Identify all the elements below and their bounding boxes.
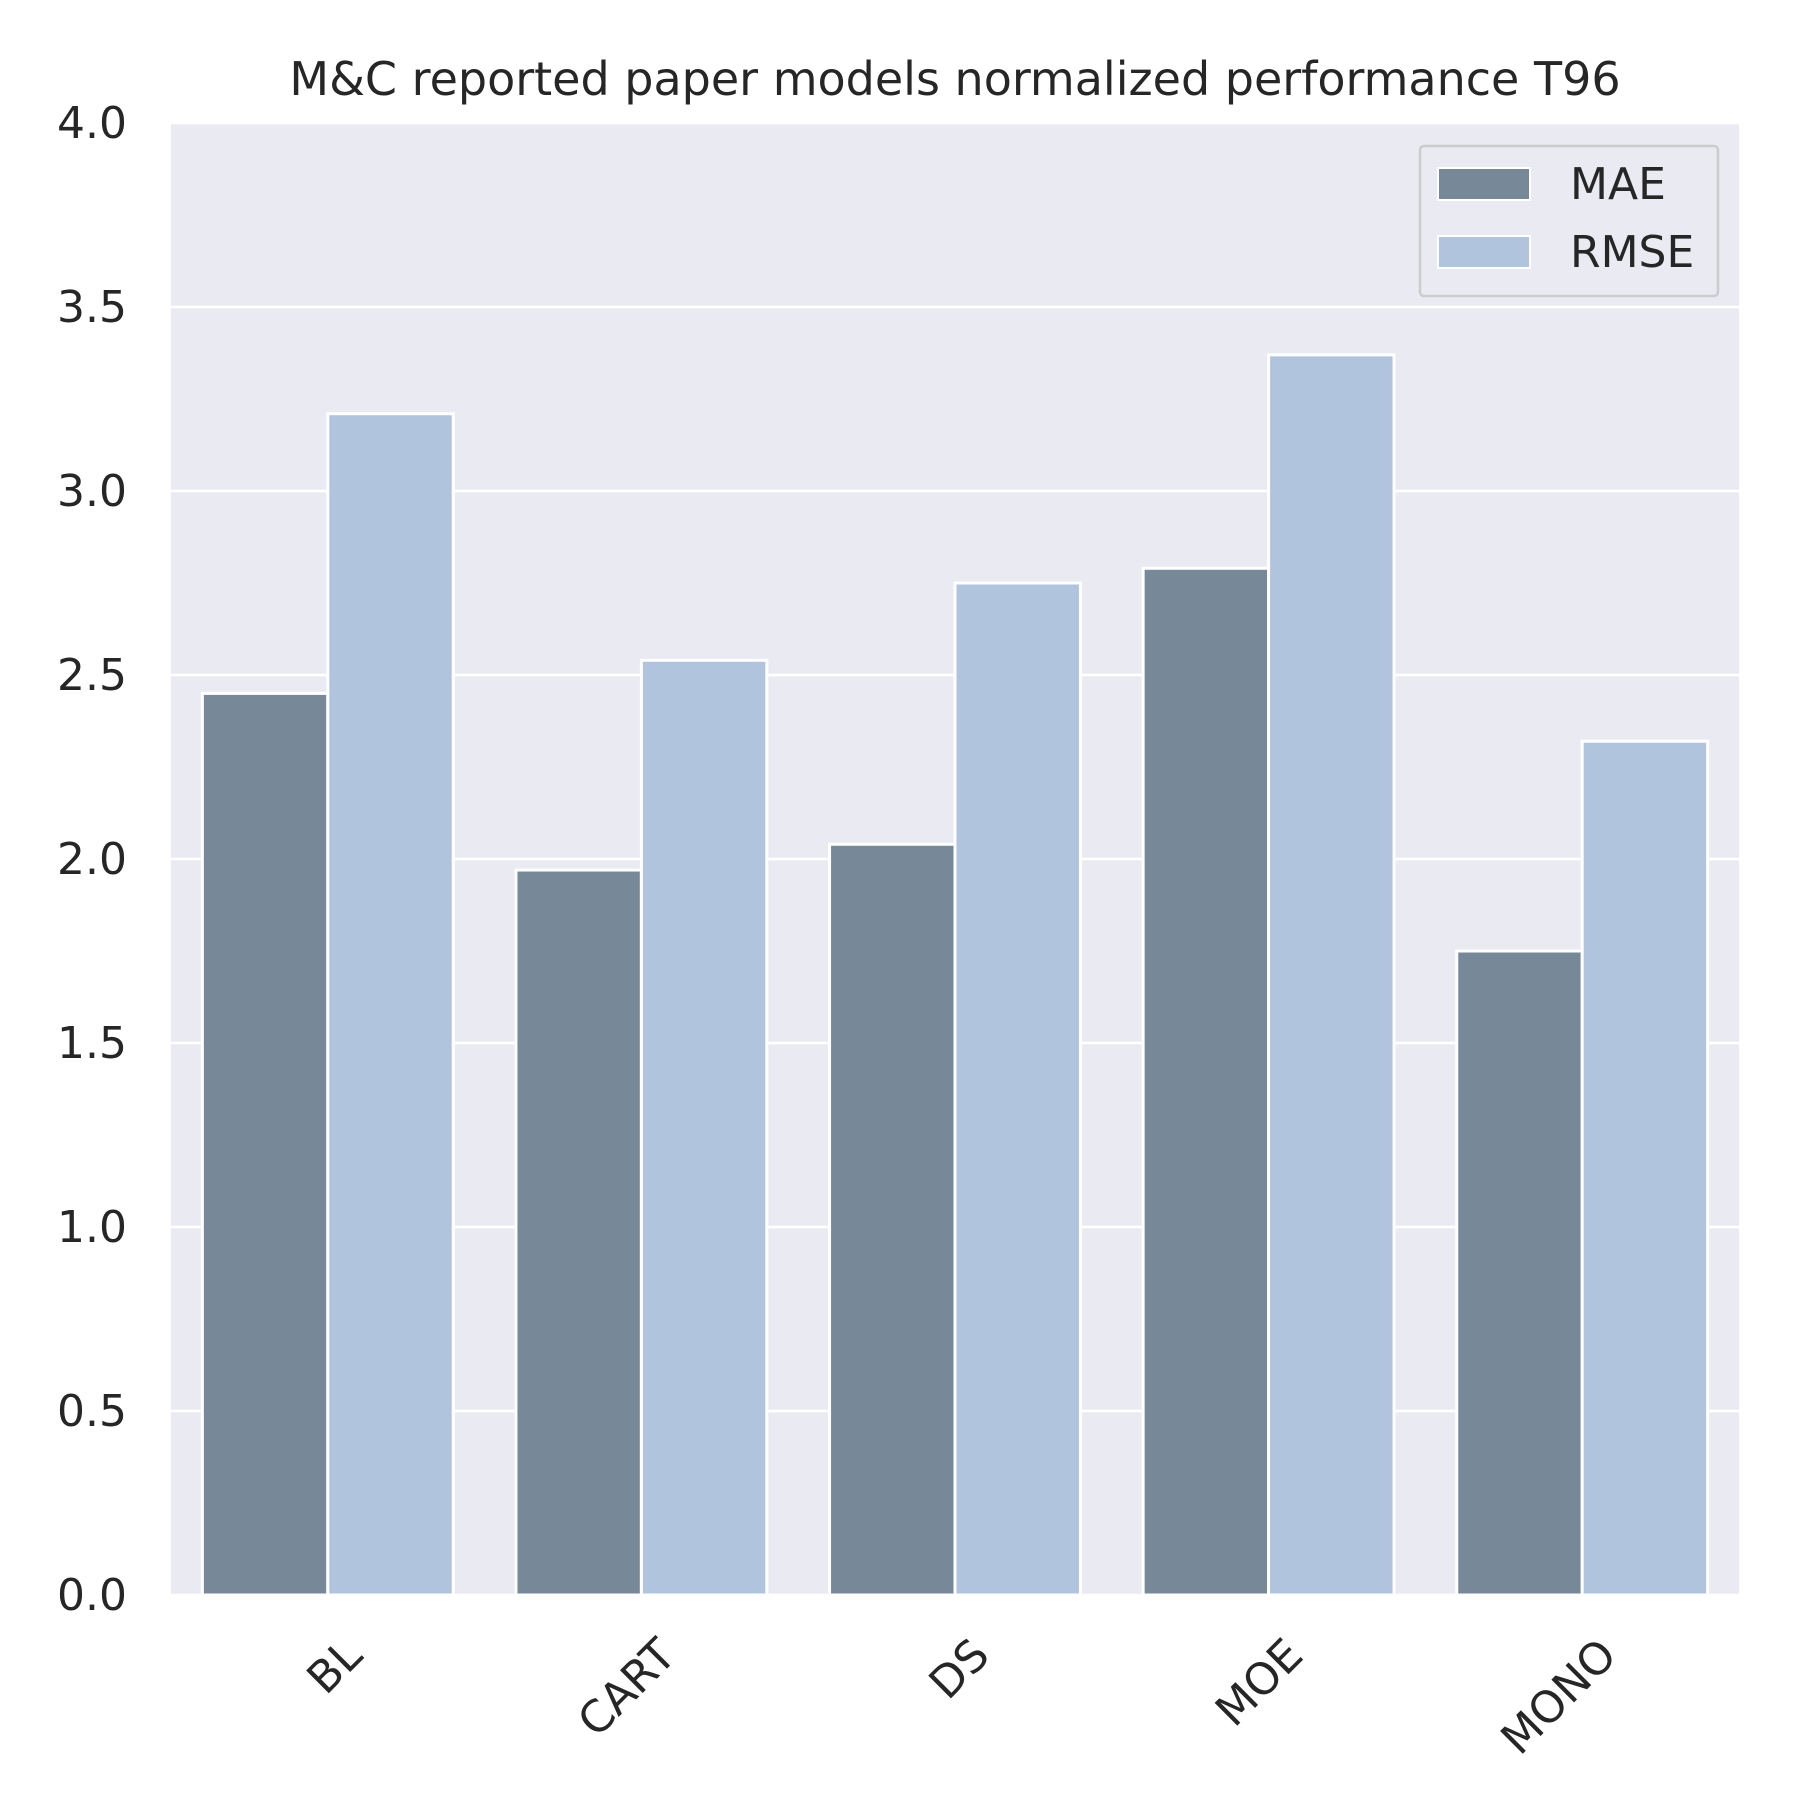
legend-label-mae: MAE bbox=[1570, 159, 1666, 210]
y-tick-label: 1.5 bbox=[57, 1018, 127, 1069]
legend-label-rmse: RMSE bbox=[1570, 227, 1694, 278]
y-tick-label: 2.0 bbox=[57, 834, 127, 885]
bar-mae-mono bbox=[1455, 949, 1584, 1597]
x-tick-label-moe: MOE bbox=[1206, 1629, 1313, 1736]
x-tick-label-mono: MONO bbox=[1491, 1629, 1626, 1764]
chart-title: M&C reported paper models normalized per… bbox=[289, 52, 1620, 106]
y-tick-label: 3.5 bbox=[57, 282, 127, 333]
bar-rmse-bl bbox=[326, 412, 455, 1597]
y-tick-label: 0.5 bbox=[57, 1386, 127, 1437]
y-tick-label: 2.5 bbox=[57, 650, 127, 701]
y-tick-label: 3.0 bbox=[57, 466, 127, 517]
bar-rmse-ds bbox=[953, 581, 1082, 1597]
x-tick-label-ds: DS bbox=[920, 1629, 1000, 1709]
legend-swatch-mae bbox=[1437, 167, 1531, 201]
bar-mae-ds bbox=[828, 842, 957, 1597]
y-axis-ticks: 0.0 0.5 1.0 1.5 2.0 2.5 3.0 3.5 4.0 bbox=[57, 98, 127, 1621]
legend-swatch-rmse bbox=[1437, 235, 1531, 269]
bars bbox=[200, 353, 1710, 1597]
legend: MAE RMSE bbox=[1418, 144, 1720, 298]
y-tick-label: 1.0 bbox=[57, 1202, 127, 1253]
bar-mae-cart bbox=[514, 868, 643, 1597]
x-tick-label-cart: CART bbox=[568, 1629, 686, 1747]
x-axis-ticks: BL CART DS MOE MONO bbox=[297, 1629, 1626, 1765]
bar-rmse-mono bbox=[1580, 739, 1710, 1597]
bar-rmse-moe bbox=[1267, 353, 1396, 1597]
y-tick-label: 4.0 bbox=[57, 98, 127, 149]
bar-rmse-cart bbox=[639, 658, 769, 1597]
bar-mae-bl bbox=[200, 691, 330, 1597]
bar-mae-moe bbox=[1141, 566, 1271, 1597]
y-tick-label: 0.0 bbox=[57, 1570, 127, 1621]
x-tick-label-bl: BL bbox=[297, 1629, 372, 1704]
